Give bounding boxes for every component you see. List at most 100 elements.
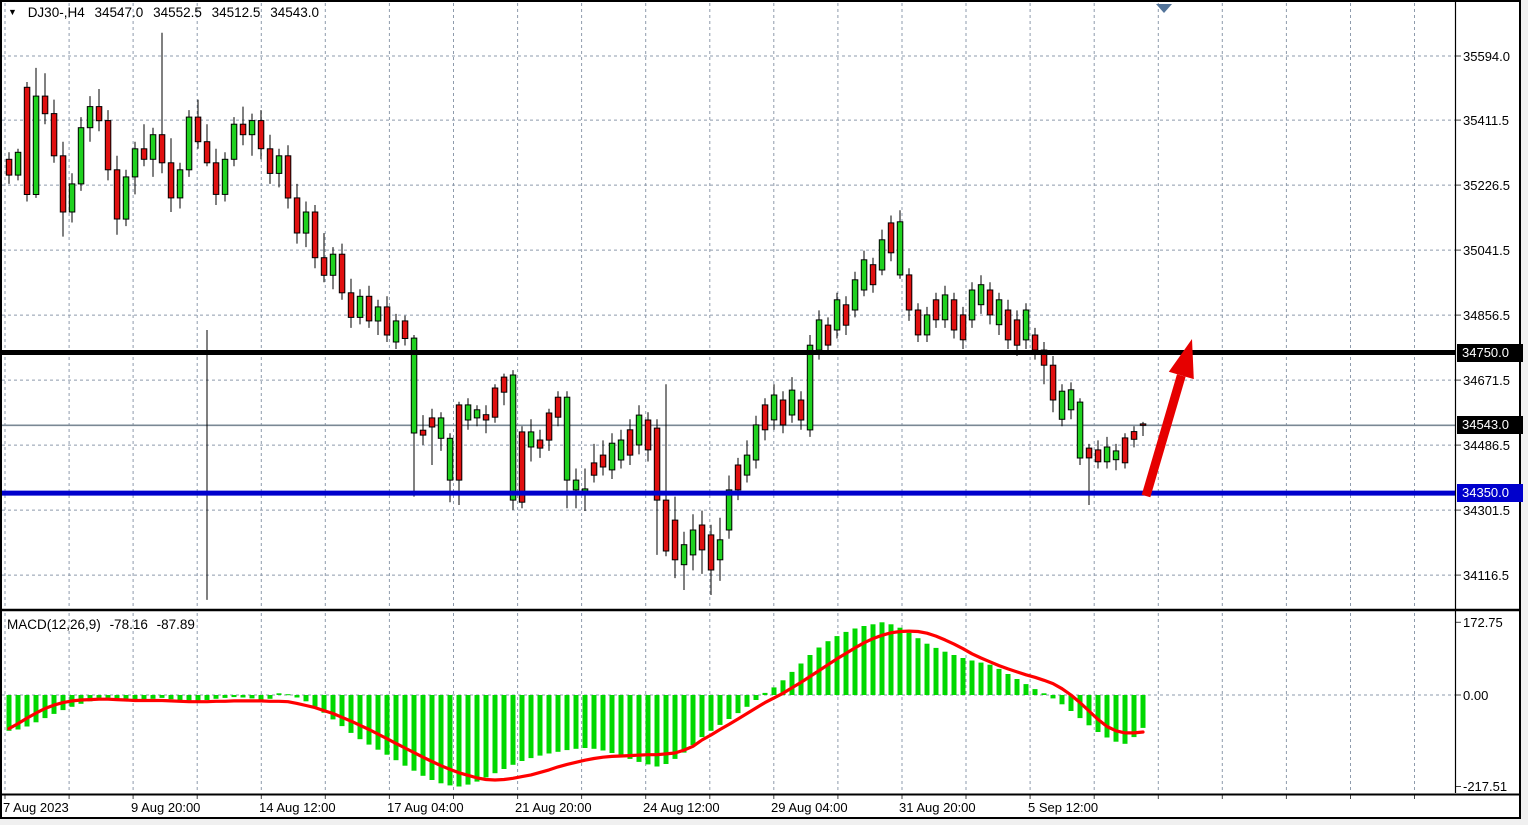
macd-bar xyxy=(1077,695,1083,719)
macd-bar xyxy=(159,695,165,698)
candle-body xyxy=(860,259,868,291)
macd-bar xyxy=(825,641,831,695)
candle-body xyxy=(131,148,139,178)
macd-bar xyxy=(528,695,534,759)
candle-body xyxy=(320,257,328,276)
candle-body xyxy=(527,431,535,448)
macd-bar xyxy=(141,695,147,701)
macd-bar xyxy=(231,695,237,698)
macd-bar xyxy=(168,695,174,700)
macd-bar xyxy=(96,695,102,700)
macd-bar xyxy=(312,695,318,707)
trend-arrow-head[interactable] xyxy=(1168,339,1194,380)
macd-bar xyxy=(618,695,624,756)
macd-bar xyxy=(492,695,498,774)
candle-body xyxy=(437,417,445,439)
price-axis-label: 35594.0 xyxy=(1463,48,1510,64)
macd-bar xyxy=(753,695,759,700)
candle-body xyxy=(482,414,490,421)
candle-body xyxy=(734,464,742,491)
macd-bar xyxy=(717,695,723,725)
candle-body xyxy=(680,544,688,566)
candle-body xyxy=(383,306,391,336)
macd-bar xyxy=(789,671,795,695)
candle-body xyxy=(500,376,508,393)
macd-bar xyxy=(591,695,597,749)
macd-axis-label: 0.00 xyxy=(1463,687,1489,703)
macd-bar xyxy=(537,695,543,756)
candle-body xyxy=(815,319,823,351)
macd-bar xyxy=(519,695,525,761)
candle-body xyxy=(1130,431,1138,440)
macd-bar xyxy=(987,664,993,695)
macd-bar xyxy=(573,695,579,749)
candle-body xyxy=(752,424,760,461)
candle-body xyxy=(59,155,67,213)
candle-body xyxy=(662,499,670,552)
candle-body xyxy=(347,292,355,318)
macd-bar xyxy=(42,695,48,719)
macd-bar xyxy=(393,695,399,761)
trend-arrow[interactable] xyxy=(1141,339,1194,498)
candle-body xyxy=(473,409,481,419)
candle-body xyxy=(248,120,256,136)
macd-bar xyxy=(735,695,741,714)
macd-bar xyxy=(1140,695,1146,728)
macd-bar xyxy=(114,695,120,699)
macd-axis-label: -217.51 xyxy=(1463,778,1508,794)
candle-body xyxy=(1121,437,1129,464)
candle-body xyxy=(806,344,814,431)
candle-body xyxy=(635,414,643,446)
macd-bar xyxy=(204,695,210,700)
ohlc-open-value: 34547.0 xyxy=(94,5,144,20)
trend-arrow-shaft[interactable] xyxy=(1141,374,1186,498)
candle-body xyxy=(590,462,598,476)
last-price-tag: 34543.0 xyxy=(1457,416,1523,435)
ohlc-high-value: 34552.5 xyxy=(153,5,202,20)
candle-body xyxy=(266,148,274,174)
candle-body xyxy=(1058,390,1066,420)
scroll-position-marker-icon[interactable] xyxy=(1156,4,1172,13)
macd-bar xyxy=(834,636,840,695)
candle-body xyxy=(761,404,769,431)
macd-bar xyxy=(1131,695,1137,738)
macd-bar xyxy=(609,695,615,753)
time-axis-label: 17 Aug 04:00 xyxy=(387,800,464,815)
candle-body xyxy=(446,437,454,481)
time-axis-label: 5 Sep 12:00 xyxy=(1028,800,1099,815)
candle-body xyxy=(41,95,49,115)
macd-bar xyxy=(276,693,282,695)
candle-body xyxy=(104,120,112,171)
candle-body xyxy=(950,299,958,331)
candle-body xyxy=(293,197,301,234)
price-axis-label: 34116.5 xyxy=(1463,567,1510,583)
macd-bar xyxy=(474,695,480,782)
macd-bar xyxy=(897,627,903,695)
macd-bar xyxy=(411,695,417,771)
macd-bar xyxy=(384,695,390,755)
macd-bar xyxy=(906,632,912,695)
macd-bar xyxy=(447,695,453,786)
candle-body xyxy=(617,439,625,461)
candle-body xyxy=(203,141,211,164)
macd-bar xyxy=(870,624,876,695)
macd-bar xyxy=(1050,695,1056,699)
candle-body xyxy=(599,454,607,468)
candle-body xyxy=(86,106,94,129)
macd-bar xyxy=(285,694,291,696)
macd-bar xyxy=(195,695,201,702)
macd-bar xyxy=(951,655,957,695)
candle-body xyxy=(788,389,796,416)
macd-bar xyxy=(600,695,606,751)
candle-body xyxy=(149,134,157,160)
macd-bar xyxy=(429,695,435,780)
candle-body xyxy=(563,396,571,481)
macd-bar xyxy=(564,695,570,751)
macd-bar xyxy=(186,695,192,703)
macd-bar xyxy=(663,695,669,764)
macd-bar xyxy=(366,695,372,745)
chevron-down-icon[interactable]: ▼ xyxy=(8,7,17,17)
macd-bar xyxy=(978,662,984,695)
candle-body xyxy=(545,412,553,441)
